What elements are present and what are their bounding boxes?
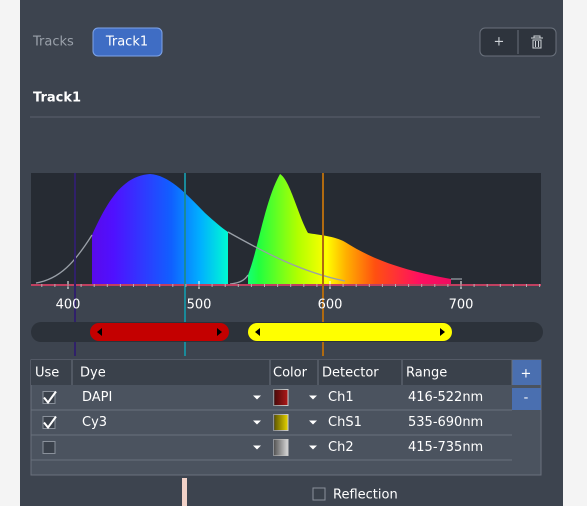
reflection-label: Reflection bbox=[333, 488, 398, 503]
color-dropdown[interactable] bbox=[309, 395, 317, 400]
column-header: Dye bbox=[80, 366, 106, 381]
axis-label: 600 bbox=[318, 298, 343, 313]
column-header: Detector bbox=[322, 366, 379, 381]
marker bbox=[182, 478, 187, 506]
dye-name: DAPI bbox=[82, 390, 112, 405]
delete-track-button[interactable] bbox=[531, 35, 543, 49]
swatch-shade bbox=[274, 439, 288, 456]
active-tab[interactable] bbox=[92, 27, 163, 57]
color-dropdown[interactable] bbox=[309, 445, 317, 450]
range: 416-522nm bbox=[408, 390, 483, 405]
detector: Ch2 bbox=[328, 440, 354, 455]
column-header: Color bbox=[273, 366, 308, 381]
detector: ChS1 bbox=[328, 415, 362, 430]
dye-dropdown[interactable] bbox=[253, 395, 261, 400]
remove-dye-label[interactable]: - bbox=[524, 391, 529, 406]
swatch-shade bbox=[274, 414, 288, 431]
range: 415-735nm bbox=[408, 440, 483, 455]
color-dropdown[interactable] bbox=[309, 420, 317, 425]
axis-label: 500 bbox=[187, 298, 212, 313]
add-track-label[interactable]: + bbox=[494, 35, 505, 50]
cy3-emission bbox=[248, 174, 451, 285]
tab[interactable]: Tracks bbox=[32, 35, 74, 50]
range: 535-690nm bbox=[408, 415, 483, 430]
spectrum bbox=[31, 173, 541, 356]
add-dye-button[interactable] bbox=[512, 360, 541, 385]
axis-label: 400 bbox=[56, 298, 81, 313]
check-mark bbox=[43, 390, 57, 405]
reflection-checkbox[interactable] bbox=[312, 487, 326, 501]
dapi-curve bbox=[35, 231, 346, 284]
dye-dropdown[interactable] bbox=[253, 420, 261, 425]
use-checkbox[interactable] bbox=[42, 441, 56, 454]
section-title: Track1 bbox=[33, 91, 81, 106]
cy3-range-slider[interactable] bbox=[248, 323, 452, 341]
dapi-emission bbox=[92, 174, 228, 285]
dye-dropdown[interactable] bbox=[253, 445, 261, 450]
swatch-shade bbox=[274, 389, 288, 406]
cy3-curve bbox=[229, 274, 462, 285]
add-dye-label[interactable]: + bbox=[521, 367, 532, 382]
dapi-range-slider[interactable] bbox=[90, 323, 229, 341]
axis-label: 700 bbox=[449, 298, 474, 313]
column-header: Use bbox=[35, 366, 59, 381]
remove-dye-button[interactable] bbox=[512, 388, 541, 410]
tab[interactable]: Track1 bbox=[105, 35, 148, 50]
dye-name: Cy3 bbox=[82, 415, 107, 430]
check-mark bbox=[43, 415, 57, 430]
table-header bbox=[31, 360, 541, 385]
detector: Ch1 bbox=[328, 390, 354, 405]
column-header: Range bbox=[406, 366, 447, 381]
